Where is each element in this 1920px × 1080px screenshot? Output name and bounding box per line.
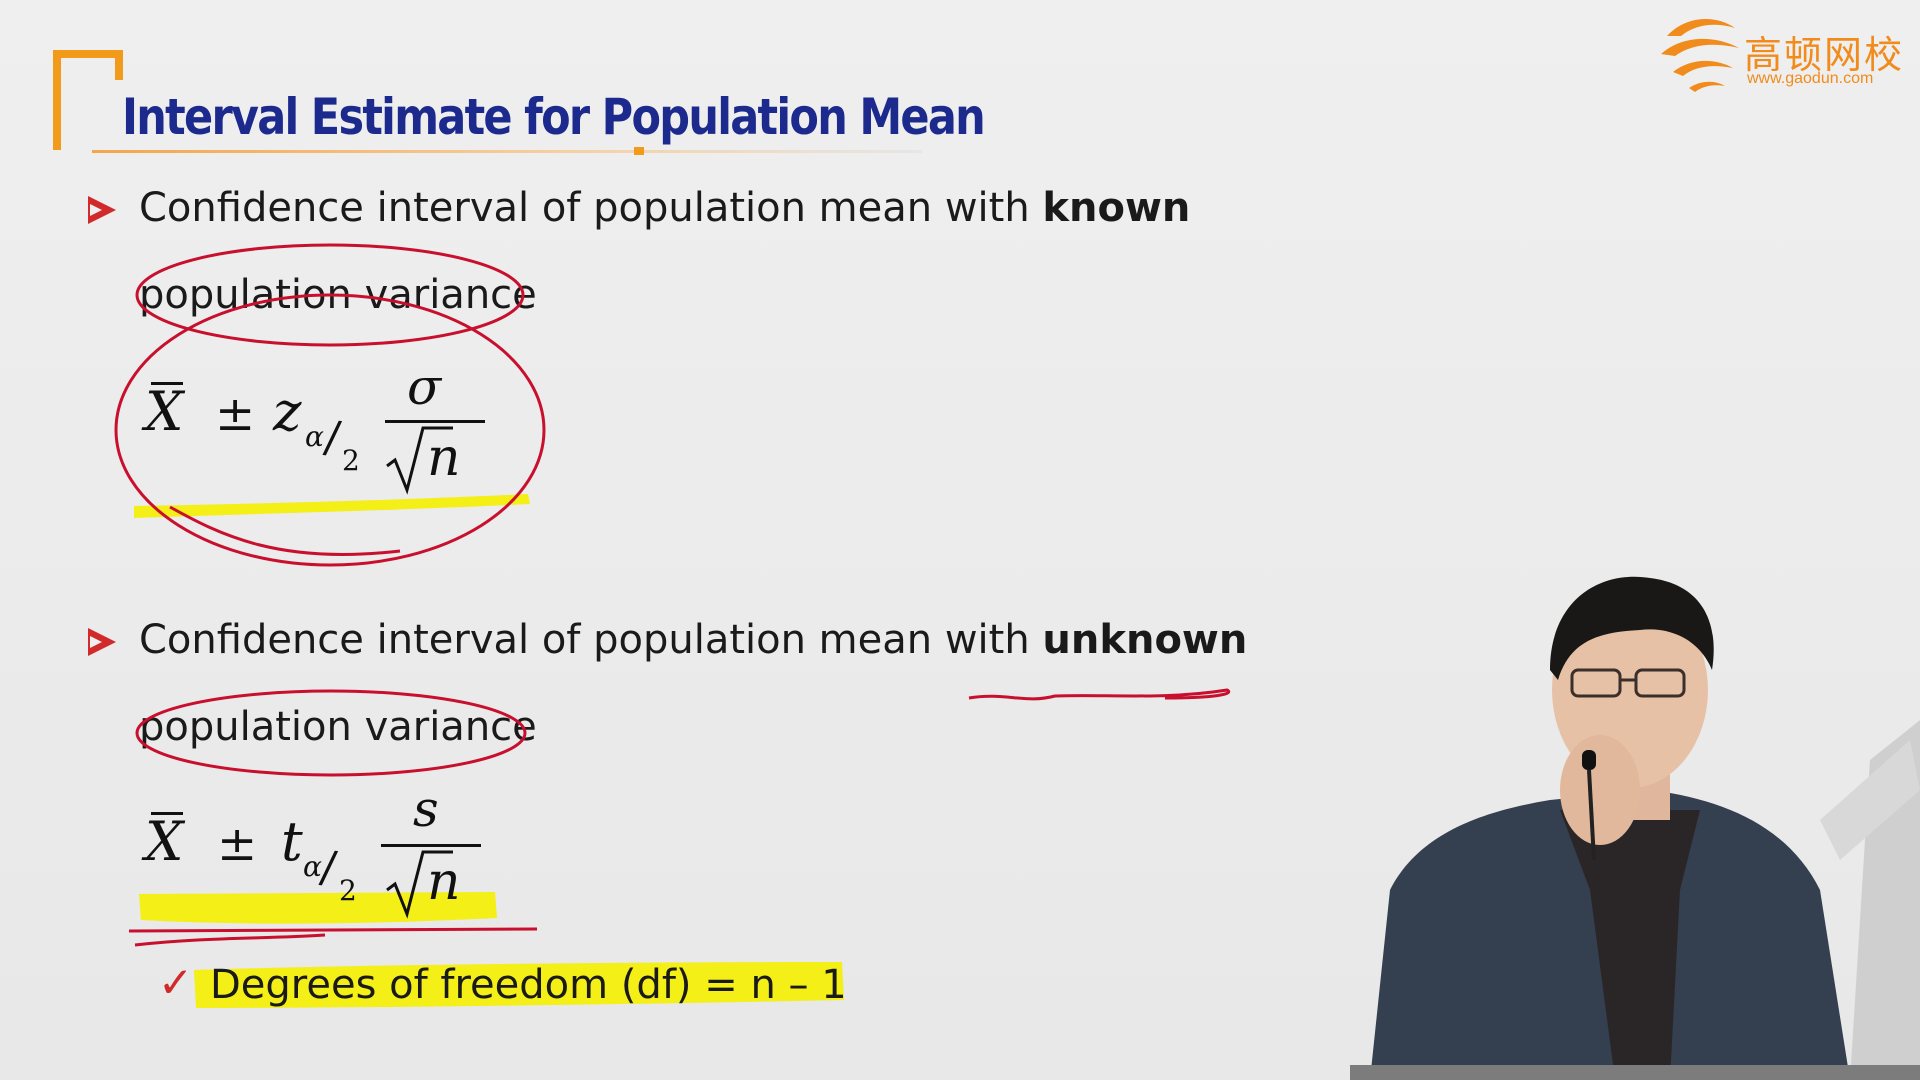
formula1-sub-two: 2 bbox=[342, 444, 360, 477]
formula1-denominator-n: n bbox=[427, 428, 461, 488]
bullet2-text-bold: unknown bbox=[1042, 617, 1248, 663]
formula1-sqrt-icon bbox=[386, 426, 453, 495]
gaodun-swoosh-logo-icon bbox=[1661, 18, 1739, 92]
title-bracket-tab bbox=[115, 50, 123, 80]
bullet2-line2: population variance bbox=[139, 704, 537, 750]
highlight-stroke-1 bbox=[134, 494, 530, 518]
formula1-critical-z: z bbox=[273, 380, 302, 443]
bullet2-text-prefix: Confidence interval of population mean w… bbox=[139, 617, 1043, 663]
formula2-numerator-s: s bbox=[413, 780, 439, 838]
formula1-numerator-sigma: σ bbox=[407, 358, 442, 416]
title-underline-dot bbox=[634, 147, 644, 155]
formula1-plus-minus: ± bbox=[215, 386, 256, 442]
formula2-fraction-bar bbox=[381, 844, 481, 847]
check-mark-icon: ✓ bbox=[158, 958, 194, 1007]
bullet1-text-bold: known bbox=[1042, 185, 1191, 231]
annotation-ellipse-1a bbox=[135, 243, 525, 347]
bullet1-line1: Confidence interval of population mean w… bbox=[139, 185, 1190, 231]
logo-brand-text: 高顿网校 bbox=[1744, 33, 1905, 77]
arrowhead-bullet-icon bbox=[88, 196, 116, 224]
formula2-sub-two: 2 bbox=[339, 874, 357, 907]
formula1-fraction-bar bbox=[385, 420, 485, 423]
formula-unknown-variance: X ± t α / 2 s n bbox=[145, 780, 505, 930]
annotation-underline-unknown bbox=[968, 688, 1231, 701]
slide-title: Interval Estimate for Population Mean bbox=[122, 88, 986, 146]
formula2-denominator-n: n bbox=[427, 852, 461, 912]
title-bracket-decoration bbox=[53, 50, 123, 150]
annotation-underline-formula2 bbox=[128, 927, 538, 947]
formula2-sub-alpha: α bbox=[303, 850, 322, 883]
title-underline bbox=[92, 150, 922, 153]
annotation-ellipse-2 bbox=[135, 689, 527, 777]
formula2-plus-minus: ± bbox=[217, 816, 258, 872]
annotation-ellipse-1b bbox=[114, 293, 546, 567]
formula1-sub-alpha: α bbox=[305, 420, 324, 453]
formula-known-variance: X ± z α / 2 σ n bbox=[145, 358, 505, 500]
formula2-xbar: X bbox=[145, 810, 184, 873]
degrees-of-freedom-text: Degrees of freedom (df) = n – 1 bbox=[210, 962, 847, 1008]
formula2-sqrt-icon bbox=[386, 850, 453, 919]
bullet1-text-prefix: Confidence interval of population mean w… bbox=[139, 185, 1043, 231]
presenter-video-overlay bbox=[1350, 576, 1920, 1080]
gaodun-logo: 高顿网校 www.gaodun.com bbox=[1655, 6, 1910, 96]
bullet2-line1: Confidence interval of population mean w… bbox=[139, 617, 1247, 663]
formula1-xbar: X bbox=[145, 380, 184, 443]
arrowhead-bullet-icon bbox=[88, 628, 116, 656]
logo-url-text: www.gaodun.com bbox=[1747, 70, 1874, 87]
formula2-critical-t: t bbox=[281, 810, 303, 873]
highlight-stroke-3 bbox=[194, 962, 844, 1008]
